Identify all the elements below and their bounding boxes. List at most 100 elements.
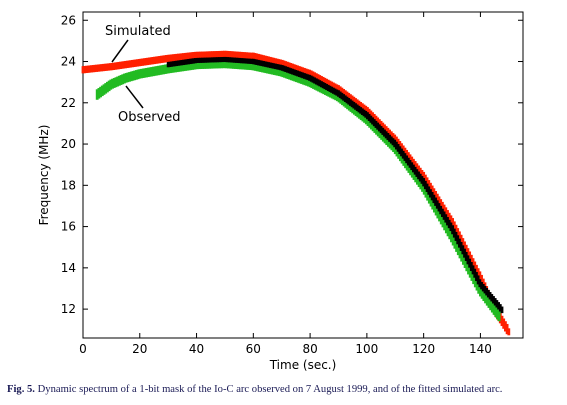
data-point [199, 51, 202, 59]
data-point [340, 92, 344, 100]
data-point [85, 65, 88, 74]
data-point [95, 64, 99, 72]
data-point [454, 231, 458, 241]
data-point [215, 59, 218, 69]
data-point [254, 61, 257, 71]
data-point [345, 96, 349, 104]
data-point [420, 169, 424, 180]
data-point [228, 59, 232, 69]
data-point [93, 64, 97, 73]
data-point [190, 58, 194, 64]
data-point [384, 126, 388, 136]
data-point [148, 67, 152, 77]
data-point [255, 59, 259, 65]
data-point [221, 57, 225, 63]
data-point [490, 294, 494, 302]
data-point [444, 207, 448, 218]
data-point [284, 61, 288, 69]
data-point [383, 124, 386, 134]
data-point [439, 199, 443, 210]
data-point [316, 79, 320, 86]
data-point [301, 67, 305, 76]
data-point [231, 57, 235, 63]
data-point [182, 61, 186, 72]
data-point [188, 58, 192, 65]
data-point [444, 220, 448, 234]
data-point [119, 75, 123, 85]
data-point [442, 204, 446, 215]
data-point [326, 84, 330, 91]
data-point [96, 64, 100, 72]
data-point [350, 95, 354, 105]
data-point [171, 61, 175, 67]
data-point [140, 68, 143, 79]
data-point [293, 71, 297, 82]
data-point [299, 71, 303, 78]
data-point [187, 58, 190, 65]
data-point [205, 51, 209, 59]
data-point [253, 59, 257, 65]
data-point [335, 89, 339, 96]
data-point [265, 61, 269, 68]
data-point [338, 91, 342, 99]
data-point [237, 59, 240, 70]
data-point [100, 85, 104, 97]
data-point [221, 59, 225, 69]
data-point [272, 57, 276, 66]
data-point [152, 66, 155, 77]
data-point [221, 50, 225, 58]
data-point [180, 62, 184, 72]
data-point [412, 158, 415, 169]
data-point [354, 98, 357, 107]
data-point [415, 163, 419, 173]
data-point [251, 52, 255, 61]
data-point [133, 70, 137, 81]
data-point [280, 59, 284, 68]
data-point [246, 52, 250, 60]
data-point [487, 296, 491, 308]
data-point [166, 54, 170, 63]
data-point [219, 50, 223, 58]
data-point [170, 54, 173, 62]
data-point [389, 131, 393, 141]
data-point [337, 85, 340, 94]
data-point [497, 310, 501, 322]
data-point [456, 228, 460, 240]
data-point [251, 58, 255, 65]
data-point [243, 58, 247, 64]
data-point [165, 55, 168, 63]
data-point [369, 110, 373, 120]
data-point [398, 146, 402, 155]
data-point [285, 61, 289, 70]
data-point [194, 58, 197, 64]
data-point [157, 65, 160, 76]
data-point [320, 83, 324, 94]
data-point [362, 104, 366, 114]
data-point [296, 70, 300, 77]
data-point [298, 73, 302, 84]
data-point [279, 64, 282, 71]
data-point [494, 305, 498, 318]
data-point [219, 57, 223, 63]
data-point [444, 214, 448, 223]
data-point [185, 52, 189, 60]
data-point [442, 211, 446, 220]
data-point [282, 65, 286, 72]
data-point [136, 59, 139, 67]
data-point [303, 73, 306, 79]
data-point [107, 63, 110, 71]
data-point [337, 90, 340, 97]
data-point [379, 126, 383, 134]
data-point [475, 272, 478, 282]
data-point [188, 52, 192, 60]
data-point [162, 64, 166, 75]
data-point [127, 60, 131, 68]
data-point [500, 315, 504, 327]
data-point [183, 59, 187, 65]
x-tick-label: 80 [302, 342, 317, 356]
data-point [217, 50, 221, 59]
data-point [475, 264, 478, 276]
data-point [247, 60, 251, 70]
data-point [238, 57, 242, 64]
data-point [367, 108, 371, 118]
